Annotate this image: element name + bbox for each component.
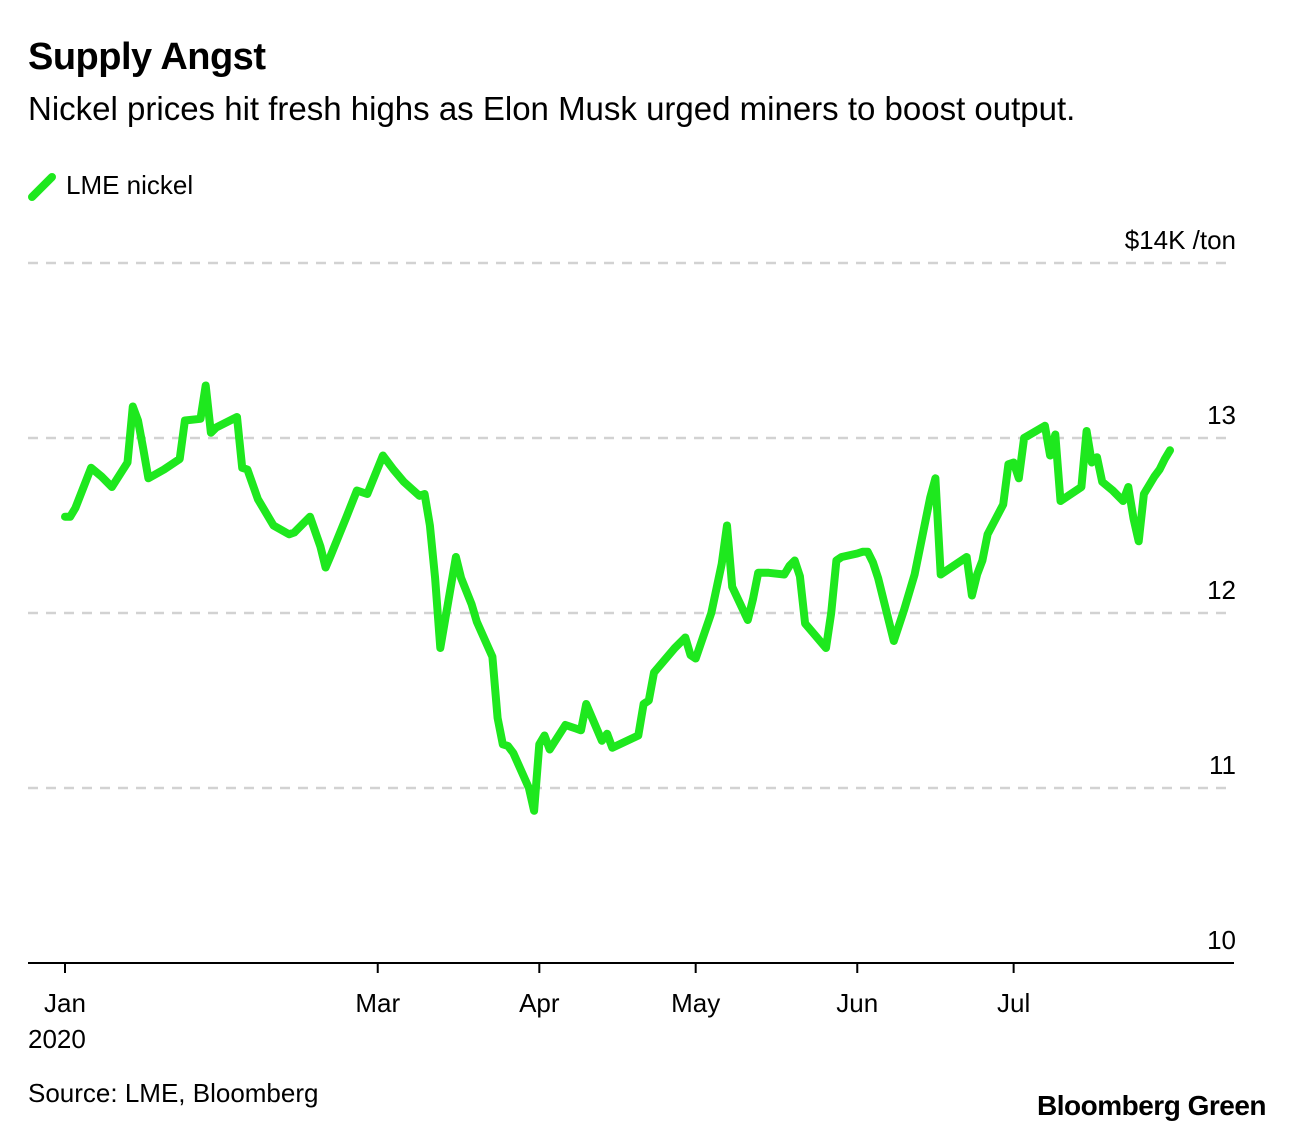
source-note: Source: LME, Bloomberg [28, 1078, 319, 1108]
x-tick-label: Jul [997, 988, 1030, 1018]
x-tick-label: Jun [836, 988, 878, 1018]
legend: LME nickel [28, 170, 193, 201]
y-tick-label: 10 [1207, 925, 1236, 955]
chart-subtitle: Nickel prices hit fresh highs as Elon Mu… [28, 90, 1076, 127]
brand-logo: Bloomberg Green [1037, 1090, 1266, 1121]
y-axis-ticks: $14K /ton 13 12 11 10 [1125, 225, 1236, 955]
chart-title: Supply Angst [28, 36, 266, 78]
x-tick-label: Mar [355, 988, 400, 1018]
series-line-lme-nickel [61, 381, 1174, 815]
x-axis: Jan 2020 Mar Apr May Jun Jul [28, 962, 1234, 1054]
gridlines [28, 261, 1234, 790]
legend-swatch-icon [28, 172, 56, 201]
x-tick-year-label: 2020 [28, 1024, 86, 1054]
series-layer [61, 381, 1174, 815]
y-tick-label: 13 [1207, 400, 1236, 430]
legend-label: LME nickel [66, 170, 194, 200]
y-tick-label: $14K /ton [1125, 225, 1236, 255]
x-tick-label: May [671, 988, 720, 1018]
x-tick-label: Apr [519, 988, 560, 1018]
y-tick-label: 11 [1209, 750, 1236, 780]
x-tick-label: Jan [44, 988, 86, 1018]
y-tick-label: 12 [1207, 575, 1236, 605]
